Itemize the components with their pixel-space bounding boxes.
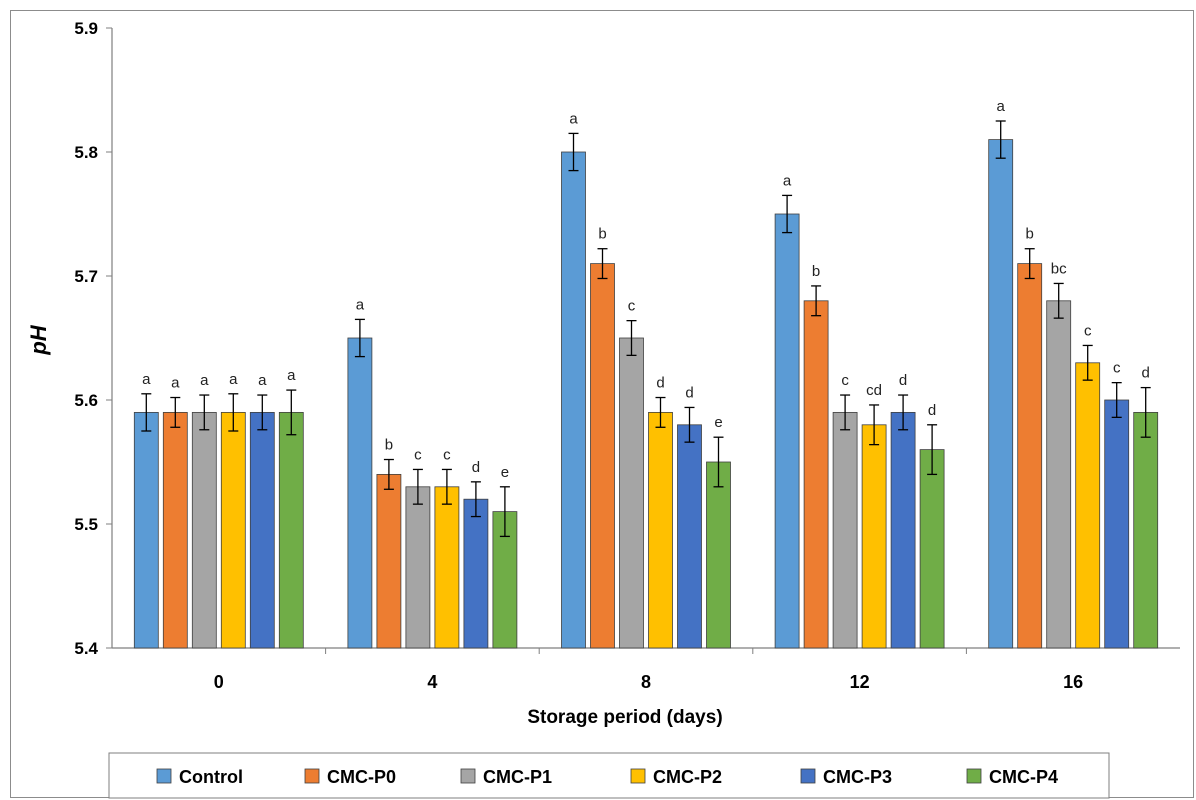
- y-tick-label: 5.5: [74, 515, 98, 534]
- significance-letter: a: [171, 375, 180, 392]
- legend-swatch: [156, 768, 172, 784]
- bar: [1075, 362, 1101, 649]
- significance-letter: b: [812, 263, 820, 280]
- significance-letter: a: [142, 371, 151, 388]
- significance-letter: d: [928, 402, 936, 419]
- significance-letter: a: [569, 110, 578, 127]
- significance-letter: c: [841, 372, 849, 389]
- significance-letter: b: [1026, 226, 1034, 243]
- bar: [376, 473, 402, 649]
- significance-letter: c: [628, 298, 636, 315]
- significance-letter: d: [472, 459, 480, 476]
- x-tick-label: 12: [850, 672, 870, 692]
- legend-label: CMC-P1: [483, 767, 552, 787]
- x-tick-label: 0: [214, 672, 224, 692]
- bar: [347, 337, 373, 649]
- significance-letter: d: [1142, 365, 1150, 382]
- bar: [677, 424, 702, 649]
- bar: [162, 411, 188, 649]
- bar: [191, 411, 217, 649]
- bar: [220, 411, 246, 649]
- bar: [648, 411, 673, 649]
- x-tick-label: 8: [641, 672, 651, 692]
- bar: [561, 151, 586, 649]
- legend-box: [108, 752, 1110, 799]
- bar: [619, 337, 644, 649]
- x-axis-title: Storage period (days): [527, 707, 722, 728]
- bar: [133, 411, 159, 649]
- y-tick-label: 5.6: [74, 391, 98, 410]
- bar: [861, 424, 887, 649]
- legend: Control CMC-P0 CMC-P1 CMC-P2 CMC-P3 CMC-P4: [108, 752, 1110, 799]
- bar: [1104, 399, 1130, 649]
- legend-label: CMC-P4: [989, 767, 1058, 787]
- bar: [278, 411, 304, 649]
- bar: [463, 498, 489, 649]
- legend-label: Control: [179, 767, 243, 787]
- significance-letter: a: [287, 367, 296, 384]
- bar: [434, 486, 460, 649]
- significance-letter: e: [501, 464, 509, 481]
- significance-letter: a: [258, 372, 267, 389]
- significance-letter: d: [685, 384, 693, 401]
- bar: [706, 461, 731, 649]
- significance-letter: a: [229, 371, 238, 388]
- significance-letter: a: [997, 98, 1006, 115]
- bar: [405, 486, 431, 649]
- significance-letter: a: [783, 172, 792, 189]
- bar: [590, 263, 615, 649]
- legend-swatch: [460, 768, 476, 784]
- significance-letter: e: [714, 414, 722, 431]
- significance-letter: b: [385, 437, 393, 454]
- y-axis-title: pH: [26, 324, 51, 355]
- bar: [832, 411, 858, 649]
- bar: [890, 411, 916, 649]
- significance-letter: d: [899, 372, 907, 389]
- legend-label: CMC-P3: [823, 767, 892, 787]
- significance-letter: b: [598, 226, 606, 243]
- bar: [1017, 263, 1043, 649]
- significance-letter: c: [1084, 322, 1092, 339]
- y-tick-label: 5.7: [74, 267, 98, 286]
- y-tick-label: 5.9: [74, 19, 98, 38]
- significance-letter: c: [443, 446, 451, 463]
- legend-swatch: [800, 768, 816, 784]
- legend-swatch: [966, 768, 982, 784]
- legend-swatch: [630, 768, 646, 784]
- significance-letter: a: [356, 296, 365, 313]
- x-tick-label: 16: [1063, 672, 1083, 692]
- bar: [249, 411, 275, 649]
- bar: [1133, 411, 1159, 649]
- y-tick-label: 5.8: [74, 143, 98, 162]
- significance-letter: bc: [1051, 260, 1067, 277]
- bar: [803, 300, 829, 649]
- significance-letter: c: [1113, 360, 1121, 377]
- significance-letter: a: [200, 372, 209, 389]
- bar: [774, 213, 800, 649]
- y-tick-label: 5.4: [74, 639, 98, 658]
- bars: [133, 120, 1159, 649]
- bar: [919, 449, 945, 649]
- bar: [988, 139, 1014, 649]
- legend-swatch: [304, 768, 320, 784]
- significance-letter: cd: [866, 382, 882, 399]
- legend-label: CMC-P2: [653, 767, 722, 787]
- significance-letter: c: [414, 446, 422, 463]
- legend-label: CMC-P0: [327, 767, 396, 787]
- bar: [1046, 300, 1072, 649]
- significance-letter: d: [656, 375, 664, 392]
- x-tick-label: 4: [427, 672, 437, 692]
